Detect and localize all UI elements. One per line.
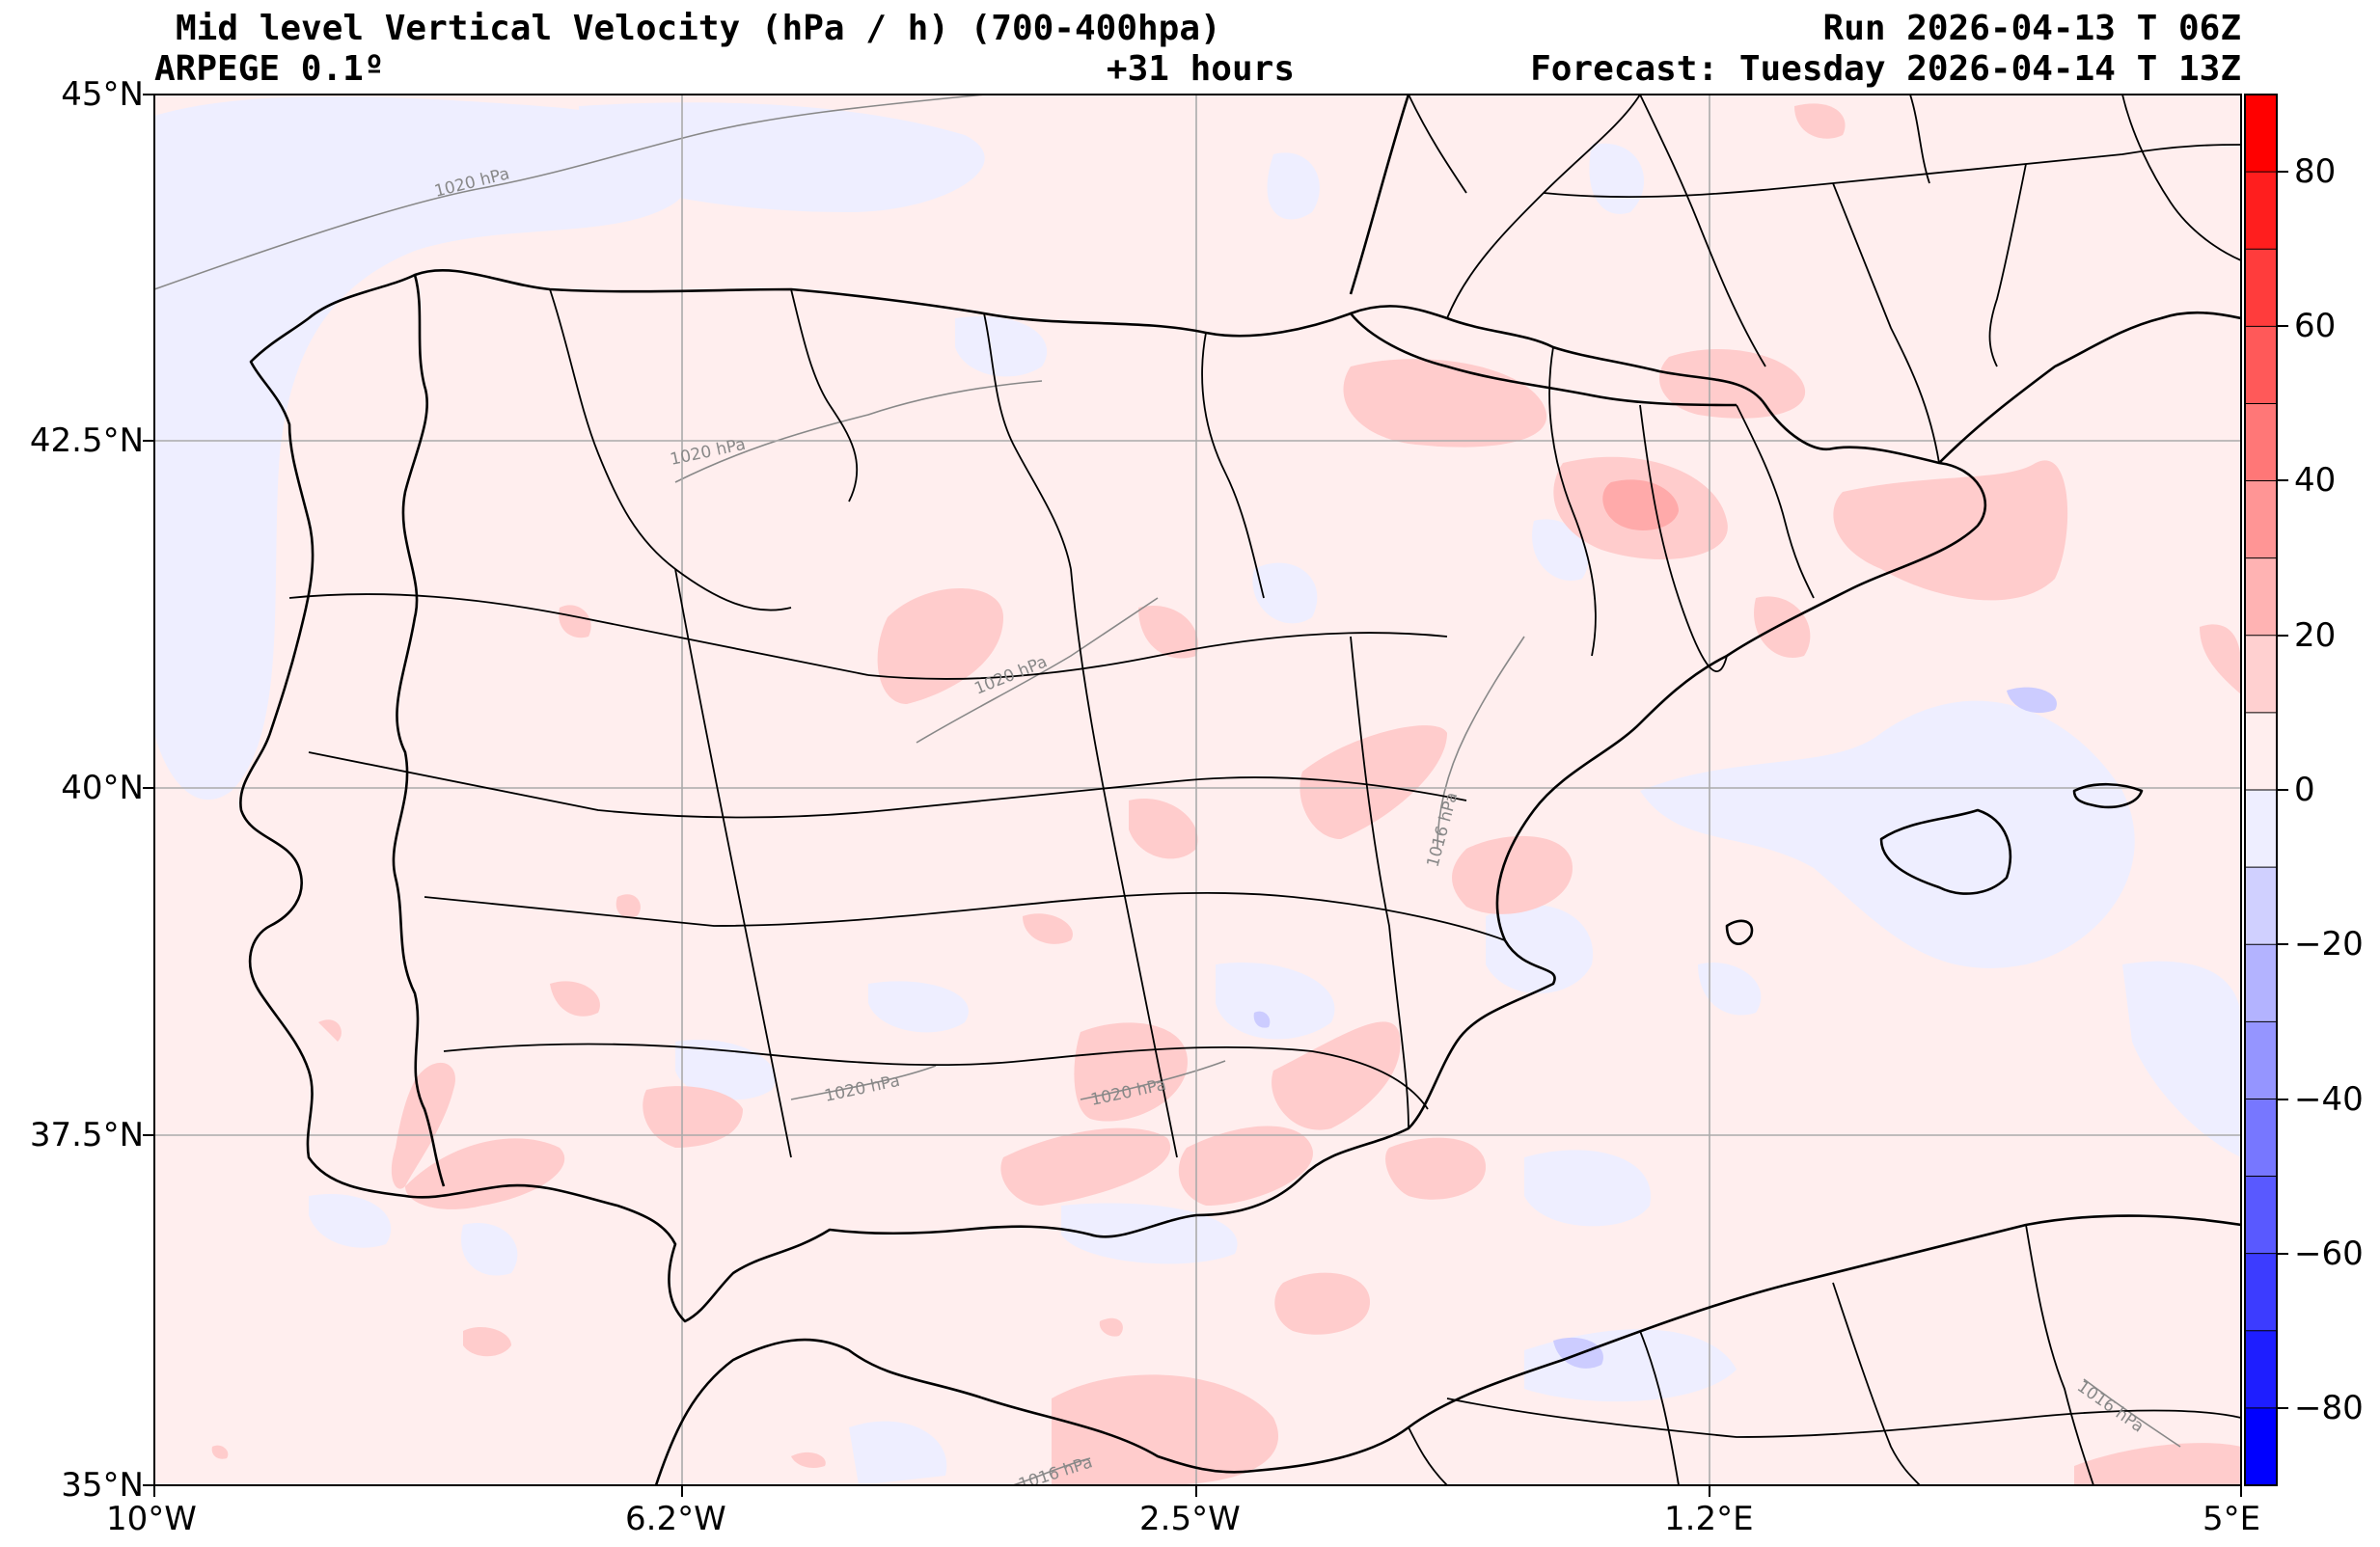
colorbar-ticks [2277, 171, 2288, 1409]
axis-ticks [143, 94, 2242, 1497]
colorbar-bin [2245, 1407, 2277, 1486]
regional-boundaries [288, 95, 2241, 1485]
lon-tick-label: 6.2°W [625, 1500, 726, 1538]
colorbar-bin [2245, 1099, 2277, 1178]
colorbar-bin [2245, 172, 2277, 250]
colorbar-tick-label: 0 [2294, 771, 2315, 809]
forecast-label: Forecast: Tuesday 2026-04-14 T 13Z [1530, 49, 2241, 89]
colorbar-bin [2245, 1021, 2277, 1099]
colorbar-bin [2245, 557, 2277, 637]
colorbar-bin [2245, 867, 2277, 945]
colorbar-bin [2245, 944, 2277, 1022]
map-title: Mid level Vertical Velocity (hPa / h) (7… [176, 9, 1221, 48]
colorbar-tick-label: −20 [2294, 925, 2364, 963]
colorbar-tick-label: 20 [2294, 616, 2337, 655]
colorbar-bin [2245, 712, 2277, 791]
portugal-spain-border [392, 274, 446, 1187]
lat-tick-label: 45°N [61, 75, 144, 114]
model-label: ARPEGE 0.1º [154, 49, 385, 89]
france-coast [1349, 95, 1410, 295]
colorbar-bin [2245, 1176, 2277, 1255]
lat-tick-label: 35°N [61, 1466, 144, 1505]
colorbar-bin [2245, 480, 2277, 559]
lat-tick-label: 42.5°N [29, 421, 144, 460]
coastlines [239, 95, 2241, 1485]
colorbar-tick-label: −60 [2294, 1235, 2364, 1273]
colorbar-bin [2245, 790, 2277, 868]
lat-tick-label: 37.5°N [29, 1116, 144, 1154]
lon-tick-label: 5°E [2202, 1500, 2261, 1538]
graticule [154, 95, 2241, 1485]
colorbar-bins [2245, 95, 2277, 1486]
menorca-coast [2072, 782, 2144, 809]
colorbar-bin [2245, 95, 2277, 173]
colorbar-tick-label: 60 [2294, 307, 2337, 345]
lon-tick-label: 2.5°W [1139, 1500, 1241, 1538]
isobar-lines [154, 95, 2181, 1485]
spain-france-border [1349, 312, 1737, 407]
ibiza-coast [1725, 919, 1754, 945]
positive-velocity-cores [1602, 479, 1679, 530]
colorbar-bin [2245, 1330, 2277, 1409]
lead-time-label: +31 hours [1106, 49, 1295, 89]
run-label: Run 2026-04-13 T 06Z [1822, 9, 2241, 48]
map-area: 1020 hPa 1020 hPa 1020 hPa 1016 hPa 1020… [154, 95, 2241, 1485]
map-frame [153, 94, 2242, 1486]
colorbar-tick-label: 40 [2294, 461, 2337, 500]
colorbar [2244, 94, 2288, 1486]
colorbar-tick-label: −40 [2294, 1080, 2364, 1119]
france-med-coast [1938, 311, 2241, 464]
colorbar-bin [2245, 635, 2277, 714]
lon-tick-label: 1.2°E [1664, 1500, 1754, 1538]
positive-velocity-regions [211, 103, 2241, 1485]
colorbar-bin [2245, 326, 2277, 404]
colorbar-bin [2245, 249, 2277, 327]
colorbar-bin [2245, 1253, 2277, 1332]
colorbar-tick-label: 80 [2294, 152, 2337, 191]
lat-tick-label: 40°N [61, 769, 144, 807]
iberia-coastline [239, 268, 1987, 1323]
colorbar-tick-label: −80 [2294, 1389, 2364, 1427]
mallorca-coast [1879, 808, 2011, 895]
lon-tick-label: 10°W [106, 1500, 197, 1538]
colorbar-bin [2245, 403, 2277, 482]
north-africa-coast [654, 1214, 2241, 1485]
